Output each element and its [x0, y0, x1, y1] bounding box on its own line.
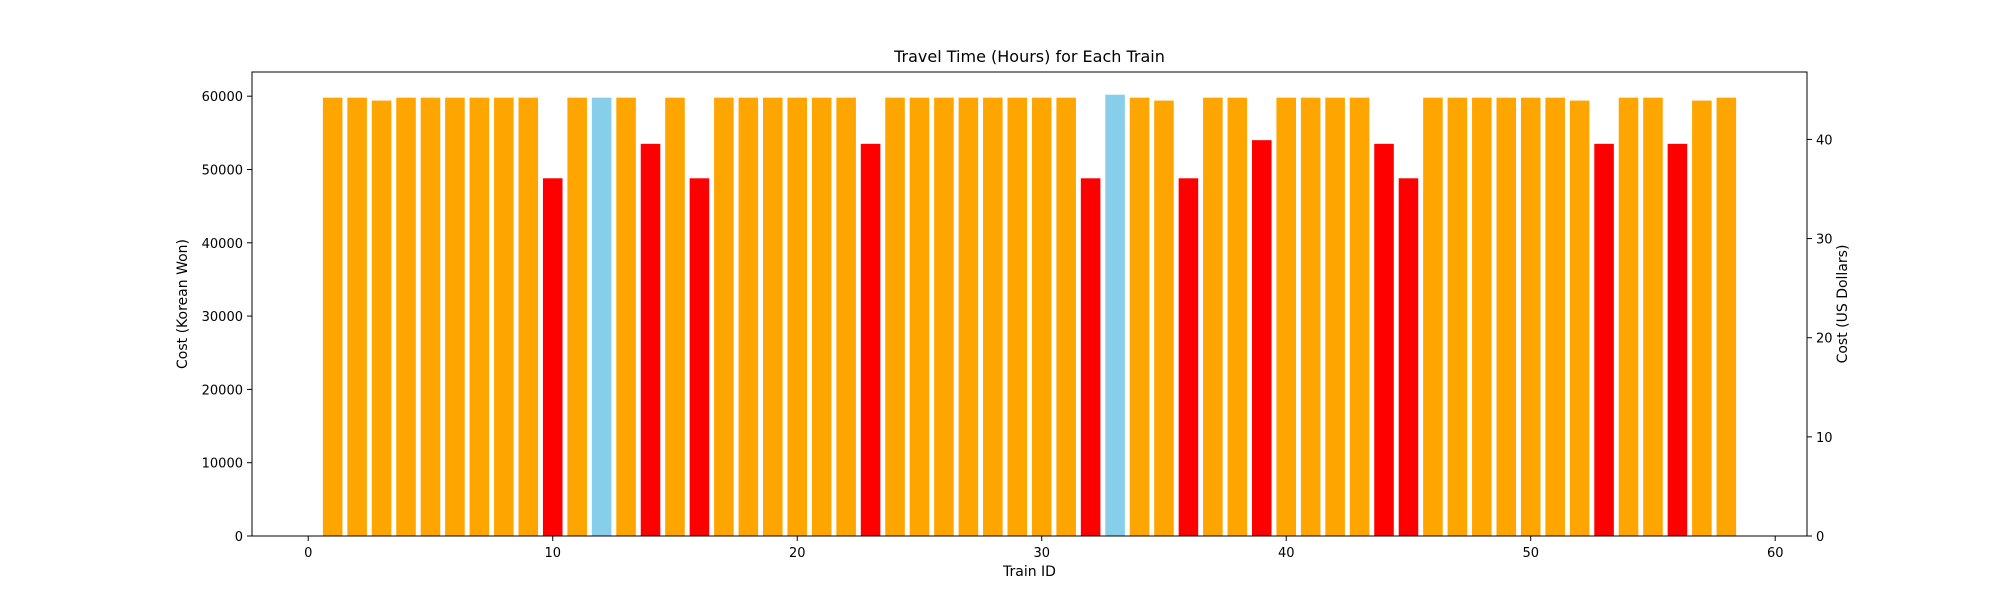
bar-train-4 — [396, 97, 416, 536]
y-tick-label: 0 — [235, 530, 243, 545]
bar-train-18 — [738, 97, 759, 536]
bar-train-33 — [1105, 94, 1125, 536]
bar-train-47 — [1447, 97, 1468, 536]
bar-train-51 — [1545, 97, 1565, 536]
bar-train-16 — [689, 178, 710, 537]
bar-train-1 — [322, 97, 343, 536]
x-axis: 0 10 20 30 40 50 60 — [304, 536, 1783, 561]
y-axis-label: Cost (Korean Won) — [175, 239, 191, 369]
bar-train-10 — [542, 178, 563, 537]
y-axis-right: 0 10 20 30 40 — [1807, 133, 1833, 545]
bar-train-11 — [567, 97, 587, 536]
bar-train-45 — [1398, 178, 1419, 537]
y-tick-label: 60000 — [202, 90, 243, 105]
bar-train-52 — [1569, 100, 1590, 536]
bar-train-31 — [1056, 97, 1076, 536]
bar-train-57 — [1692, 100, 1712, 536]
y-axis-left: 0 10000 20000 30000 40000 50000 60000 — [202, 90, 252, 545]
bar-train-29 — [1007, 97, 1028, 536]
plot-frame — [251, 71, 1808, 537]
y2-axis-label: Cost (US Dollars) — [1835, 245, 1851, 364]
bar-train-50 — [1520, 97, 1541, 536]
bar-train-55 — [1643, 97, 1663, 536]
x-tick-label: 60 — [1767, 546, 1784, 561]
bar-train-32 — [1080, 178, 1101, 537]
y-tick-label: 30000 — [202, 310, 243, 325]
x-tick-label: 20 — [789, 546, 806, 561]
y-tick-label: 10000 — [202, 457, 243, 472]
bar-train-39 — [1251, 140, 1272, 537]
bar-train-13 — [616, 97, 636, 536]
bar-train-9 — [518, 97, 539, 536]
x-tick-label: 30 — [1033, 546, 1050, 561]
bar-train-14 — [640, 143, 661, 536]
bar-train-26 — [934, 97, 954, 536]
bar-train-20 — [787, 97, 808, 536]
bar-train-15 — [665, 97, 685, 536]
bars-group — [322, 94, 1737, 537]
bar-train-2 — [347, 97, 367, 536]
bar-train-35 — [1154, 100, 1174, 536]
bar-train-7 — [469, 97, 490, 536]
bar-train-30 — [1031, 97, 1052, 536]
bar-train-53 — [1594, 143, 1614, 536]
y2-tick-label: 30 — [1816, 233, 1833, 248]
bar-train-19 — [763, 97, 783, 536]
bar-train-8 — [494, 97, 514, 536]
bar-train-38 — [1227, 97, 1248, 536]
bar-train-37 — [1203, 97, 1223, 536]
x-tick-label: 50 — [1522, 546, 1539, 561]
bar-train-46 — [1423, 97, 1443, 536]
y-tick-label: 40000 — [202, 237, 243, 252]
y2-tick-label: 20 — [1816, 332, 1833, 347]
bar-train-27 — [958, 97, 979, 536]
bar-train-34 — [1129, 97, 1150, 536]
bar-train-43 — [1349, 97, 1370, 536]
bar-train-42 — [1325, 97, 1345, 536]
bar-train-5 — [420, 97, 441, 536]
bar-train-22 — [836, 97, 856, 536]
bar-train-17 — [714, 97, 734, 536]
bar-train-24 — [885, 97, 905, 536]
bar-train-41 — [1300, 97, 1321, 536]
bar-train-21 — [811, 97, 832, 536]
x-tick-label: 0 — [304, 546, 312, 561]
y2-tick-label: 40 — [1816, 133, 1833, 148]
bar-train-56 — [1667, 143, 1688, 536]
bar-train-36 — [1178, 178, 1199, 537]
bar-train-3 — [371, 100, 392, 536]
bar-train-48 — [1472, 97, 1492, 536]
bar-train-25 — [909, 97, 930, 536]
bar-train-58 — [1716, 97, 1737, 536]
x-axis-label: Train ID — [1002, 564, 1056, 580]
bar-train-40 — [1276, 97, 1296, 536]
bar-train-6 — [445, 97, 465, 536]
bar-train-54 — [1618, 97, 1639, 536]
y2-tick-label: 10 — [1816, 431, 1833, 446]
x-tick-label: 10 — [544, 546, 561, 561]
y2-tick-label: 0 — [1816, 530, 1824, 545]
bar-train-12 — [591, 97, 612, 536]
bar-train-23 — [860, 143, 881, 536]
bar-train-44 — [1374, 143, 1394, 536]
y-tick-label: 20000 — [202, 383, 243, 398]
bar-train-28 — [983, 97, 1003, 536]
chart-title: Travel Time (Hours) for Each Train — [893, 47, 1165, 66]
x-tick-label: 40 — [1278, 546, 1295, 561]
bar-train-49 — [1496, 97, 1517, 536]
y-tick-label: 50000 — [202, 163, 243, 178]
